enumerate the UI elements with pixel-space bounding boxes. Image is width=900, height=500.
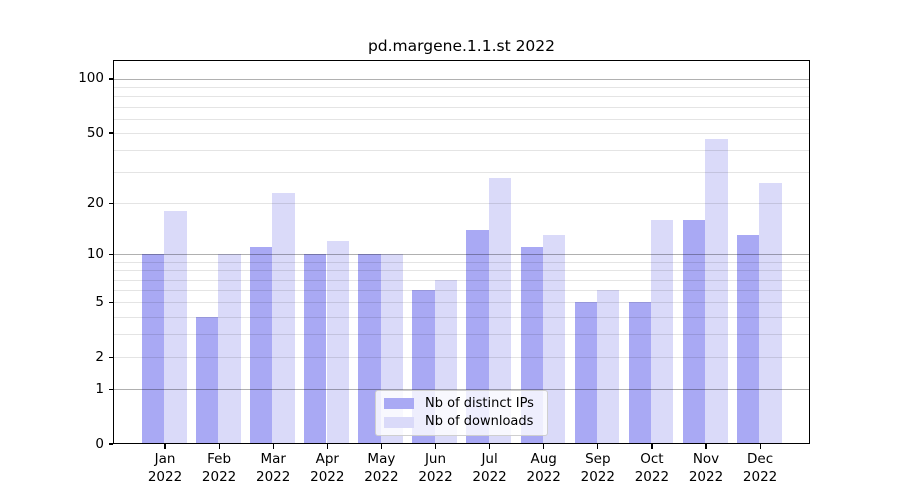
- gridline-y-1: [113, 389, 810, 391]
- legend-item-distinct-ips: Nb of distinct IPs: [384, 396, 539, 412]
- y-tick-50: [108, 132, 113, 134]
- y-tick-label-20: 20: [86, 194, 104, 211]
- gridline-y-20: [113, 203, 810, 205]
- legend-label-downloads: Nb of downloads: [425, 414, 534, 430]
- gridline-y-8: [113, 270, 810, 272]
- y-tick-label-5: 5: [95, 293, 104, 310]
- y-tick-5: [108, 301, 113, 303]
- bar-distinct-ips-mar: [250, 247, 273, 444]
- gridline-y-10: [113, 254, 810, 256]
- x-tick-sep: [597, 444, 599, 449]
- gridline-y-4: [113, 316, 810, 318]
- x-tick-label-dec: Dec 2022: [742, 451, 778, 485]
- x-tick-label-aug: Aug 2022: [526, 451, 561, 485]
- bar-downloads-jan: [164, 211, 187, 444]
- bar-downloads-apr: [326, 241, 349, 444]
- x-tick-may: [380, 444, 383, 449]
- x-tick-label-oct: Oct 2022: [634, 451, 670, 485]
- legend-label-distinct-ips: Nb of distinct IPs: [425, 395, 534, 411]
- x-tick-label-jun: Jun 2022: [418, 451, 453, 485]
- bar-downloads-aug: [542, 235, 566, 444]
- bar-downloads-mar: [272, 192, 295, 444]
- x-tick-label-may: May 2022: [364, 451, 399, 485]
- x-tick-mar: [272, 444, 274, 449]
- x-tick-label-feb: Feb 2022: [201, 451, 237, 485]
- gridline-y-70: [113, 106, 810, 108]
- x-tick-feb: [218, 444, 220, 449]
- y-tick-20: [108, 202, 113, 204]
- y-tick-100: [108, 78, 113, 80]
- bar-downloads-dec: [759, 183, 782, 444]
- legend: Nb of distinct IPs Nb of downloads: [375, 390, 548, 436]
- gridline-y-5: [113, 302, 810, 304]
- gridline-y-60: [113, 118, 810, 120]
- bar-distinct-ips-dec: [736, 235, 760, 444]
- bar-distinct-ips-oct: [628, 302, 652, 444]
- x-tick-oct: [651, 444, 653, 449]
- bar-downloads-jul: [488, 177, 512, 444]
- x-tick-aug: [543, 444, 545, 449]
- x-tick-jan: [164, 444, 166, 449]
- y-tick-label-10: 10: [86, 245, 104, 262]
- x-tick-label-mar: Mar 2022: [256, 451, 291, 485]
- gridline-y-50: [113, 133, 810, 135]
- legend-swatch-distinct-ips: [384, 398, 414, 410]
- x-tick-apr: [326, 444, 328, 449]
- x-tick-label-nov: Nov 2022: [688, 451, 724, 485]
- plot-area: [113, 60, 810, 444]
- y-tick-2: [108, 356, 113, 358]
- bar-distinct-ips-may: [358, 254, 381, 444]
- x-tick-jul: [489, 444, 491, 449]
- x-tick-nov: [705, 444, 707, 449]
- gridline-y-100: [113, 78, 810, 80]
- y-tick-label-50: 50: [86, 124, 104, 141]
- y-tick-label-100: 100: [78, 70, 104, 87]
- gridline-y-3: [113, 334, 810, 336]
- y-tick-10: [108, 253, 113, 256]
- x-tick-dec: [759, 444, 761, 449]
- bar-distinct-ips-sep: [574, 302, 597, 444]
- bar-distinct-ips-feb: [195, 316, 219, 444]
- gridline-y-90: [113, 87, 810, 89]
- x-tick-label-jul: Jul 2022: [472, 451, 507, 485]
- bar-downloads-sep: [597, 290, 620, 444]
- gridline-y-30: [113, 172, 810, 174]
- x-tick-label-sep: Sep 2022: [580, 451, 615, 485]
- gridline-y-7: [113, 279, 810, 281]
- gridline-y-80: [113, 96, 810, 98]
- y-tick-label-2: 2: [95, 348, 104, 365]
- gridline-y-2: [113, 357, 810, 359]
- gridline-y-40: [113, 150, 810, 152]
- bar-distinct-ips-jan: [141, 254, 165, 444]
- y-tick-1: [108, 388, 113, 390]
- x-tick-jun: [434, 444, 437, 449]
- gridline-y-9: [113, 261, 810, 263]
- x-tick-label-apr: Apr 2022: [310, 451, 345, 485]
- bar-downloads-nov: [705, 139, 728, 444]
- gridline-y-6: [113, 290, 810, 292]
- y-tick-label-1: 1: [95, 380, 104, 397]
- bar-distinct-ips-apr: [304, 254, 327, 444]
- chart-title: pd.margene.1.1.st 2022: [367, 37, 556, 55]
- legend-item-downloads: Nb of downloads: [384, 414, 539, 430]
- bar-downloads-feb: [218, 254, 241, 444]
- bar-distinct-ips-nov: [682, 219, 706, 444]
- y-tick-0: [108, 443, 113, 445]
- y-tick-label-0: 0: [95, 435, 104, 452]
- legend-swatch-downloads: [384, 416, 414, 428]
- x-tick-label-jan: Jan 2022: [147, 451, 183, 485]
- bar-downloads-oct: [651, 219, 674, 444]
